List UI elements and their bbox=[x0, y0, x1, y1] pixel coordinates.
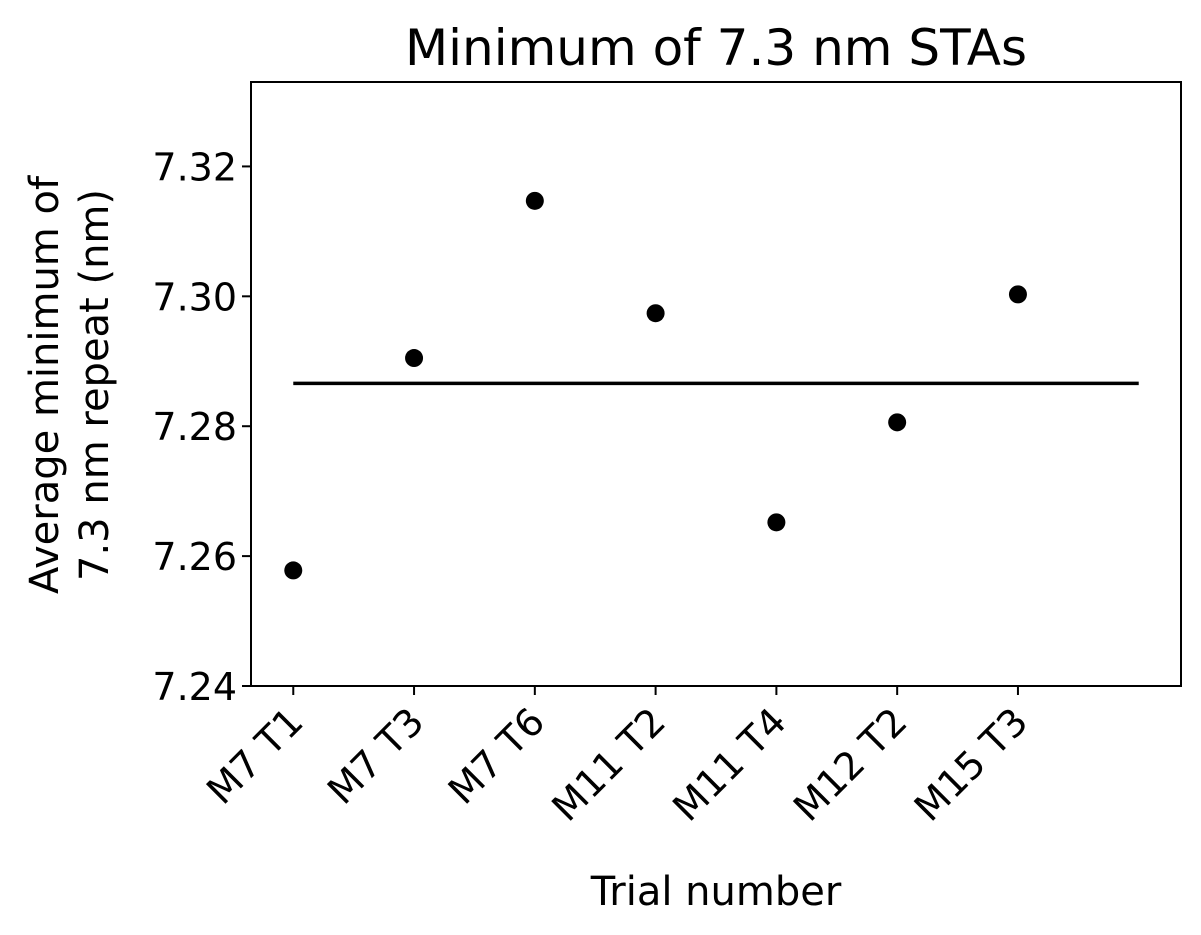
x-tick-label: M11 T4 bbox=[664, 699, 795, 830]
y-axis-label-line-2: 7.3 nm repeat (nm) bbox=[72, 189, 118, 581]
data-point bbox=[525, 191, 544, 210]
y-axis-label: Average minimum of 7.3 nm repeat (nm) bbox=[22, 175, 118, 594]
x-tick-label: M7 T1 bbox=[198, 699, 311, 812]
data-point bbox=[1008, 285, 1027, 304]
data-point bbox=[405, 349, 424, 368]
x-tick-label: M15 T3 bbox=[906, 699, 1037, 830]
data-point bbox=[284, 561, 303, 580]
plot-frame bbox=[250, 81, 1182, 687]
x-tick-label: M11 T2 bbox=[543, 699, 674, 830]
data-point bbox=[888, 413, 907, 432]
x-axis-label: Trial number bbox=[590, 869, 842, 915]
y-axis-label-line-1: Average minimum of bbox=[22, 175, 68, 594]
x-tick-label: M7 T6 bbox=[440, 699, 553, 812]
y-tick-label: 7.28 bbox=[152, 405, 237, 449]
x-tick-label: M7 T3 bbox=[319, 699, 432, 812]
y-tick-label: 7.26 bbox=[152, 535, 237, 579]
y-tick-label: 7.30 bbox=[152, 275, 237, 319]
chart-title: Minimum of 7.3 nm STAs bbox=[405, 19, 1027, 77]
data-point bbox=[646, 304, 665, 323]
y-tick-label: 7.24 bbox=[152, 665, 237, 709]
x-tick-label: M12 T2 bbox=[785, 699, 916, 830]
data-point bbox=[767, 513, 786, 532]
y-tick-label: 7.32 bbox=[152, 145, 237, 189]
